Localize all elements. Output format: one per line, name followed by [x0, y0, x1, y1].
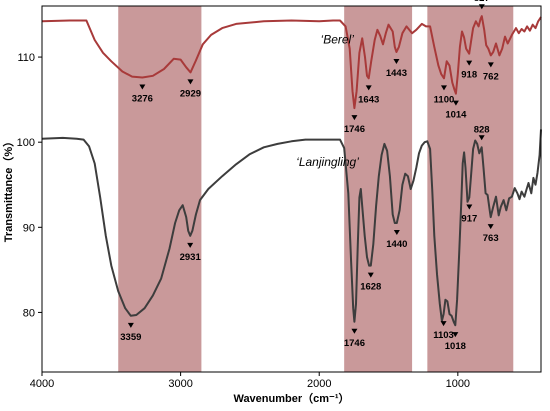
annotation-arrow-2 [351, 115, 358, 121]
y-axis-title: Transmittance（%） [2, 136, 15, 242]
x-tick-label-0: 4000 [30, 378, 54, 390]
annotation-label-18: 828 [474, 124, 490, 135]
annotation-arrow-1 [187, 79, 194, 85]
annotation-label-10: 3359 [120, 332, 141, 343]
y-tick-label-2: 100 [17, 137, 35, 149]
annotation-label-13: 1628 [360, 282, 381, 293]
plot-frame [41, 5, 542, 373]
annotation-arrow-13 [367, 272, 374, 278]
y-tick-label-3: 110 [17, 52, 35, 64]
annotation-arrow-7 [466, 60, 473, 66]
x-axis-title: Wavenumber（cm⁻¹） [233, 392, 349, 405]
annotation-label-4: 1443 [386, 68, 407, 79]
annotation-label-11: 2931 [180, 252, 202, 263]
annotation-label-2: 1746 [344, 124, 365, 135]
annotation-arrow-6 [452, 100, 459, 106]
annotation-arrow-17 [466, 204, 473, 210]
series-label-1: ‘Lanjingling’ [296, 155, 359, 169]
annotation-arrow-4 [393, 58, 400, 64]
annotation-label-15: 1103 [433, 330, 454, 341]
annotation-label-12: 1746 [344, 338, 365, 349]
annotation-label-1: 2929 [180, 88, 201, 99]
y-tick-label-0: 80 [23, 307, 35, 319]
annotation-label-17: 917 [461, 214, 477, 225]
annotation-label-14: 1440 [386, 239, 407, 250]
annotation-arrow-12 [351, 328, 358, 334]
series-line-1 [41, 129, 542, 327]
annotation-arrow-15 [440, 321, 447, 327]
x-tick-label-3: 1000 [446, 378, 470, 390]
annotation-arrow-14 [393, 230, 400, 236]
annotation-arrow-5 [440, 85, 447, 91]
axis-ticks: 4000 3000 2000 1000 80 90 100 110 [17, 52, 470, 390]
annotation-label-16: 1018 [445, 341, 466, 352]
annotation-arrow-10 [127, 322, 134, 328]
series-line-0 [41, 15, 542, 110]
annotation-arrow-19 [487, 224, 494, 230]
annotation-label-19: 763 [483, 233, 499, 244]
annotation-label-5: 1100 [434, 94, 455, 105]
y-tick-label-1: 90 [23, 222, 35, 234]
annotation-arrow-8 [478, 4, 485, 10]
x-tick-label-2: 2000 [307, 378, 331, 390]
annotation-arrow-3 [365, 85, 372, 91]
annotation-arrow-18 [478, 135, 485, 141]
annotation-label-0: 3276 [132, 93, 153, 104]
x-tick-label-1: 3000 [168, 378, 192, 390]
series-labels: ‘Berel’ ‘Lanjingling’ [296, 32, 359, 169]
peak-annotations: 3276 2929 1746 1643 1443 1100 1014 918 827 762 335… [120, 0, 498, 352]
annotation-label-9: 762 [483, 71, 499, 82]
annotation-label-8: 827 [474, 0, 490, 4]
annotation-arrow-11 [187, 242, 194, 248]
annotation-arrow-9 [487, 62, 494, 68]
annotation-arrow-16 [452, 332, 459, 338]
annotation-label-3: 1643 [358, 94, 379, 105]
shaded-band-0 [118, 6, 202, 372]
series-label-0: ‘Berel’ [321, 32, 355, 46]
annotation-arrow-0 [139, 84, 146, 90]
annotation-label-6: 1014 [445, 110, 467, 121]
annotation-label-7: 918 [461, 70, 477, 81]
series-lines [41, 15, 542, 327]
